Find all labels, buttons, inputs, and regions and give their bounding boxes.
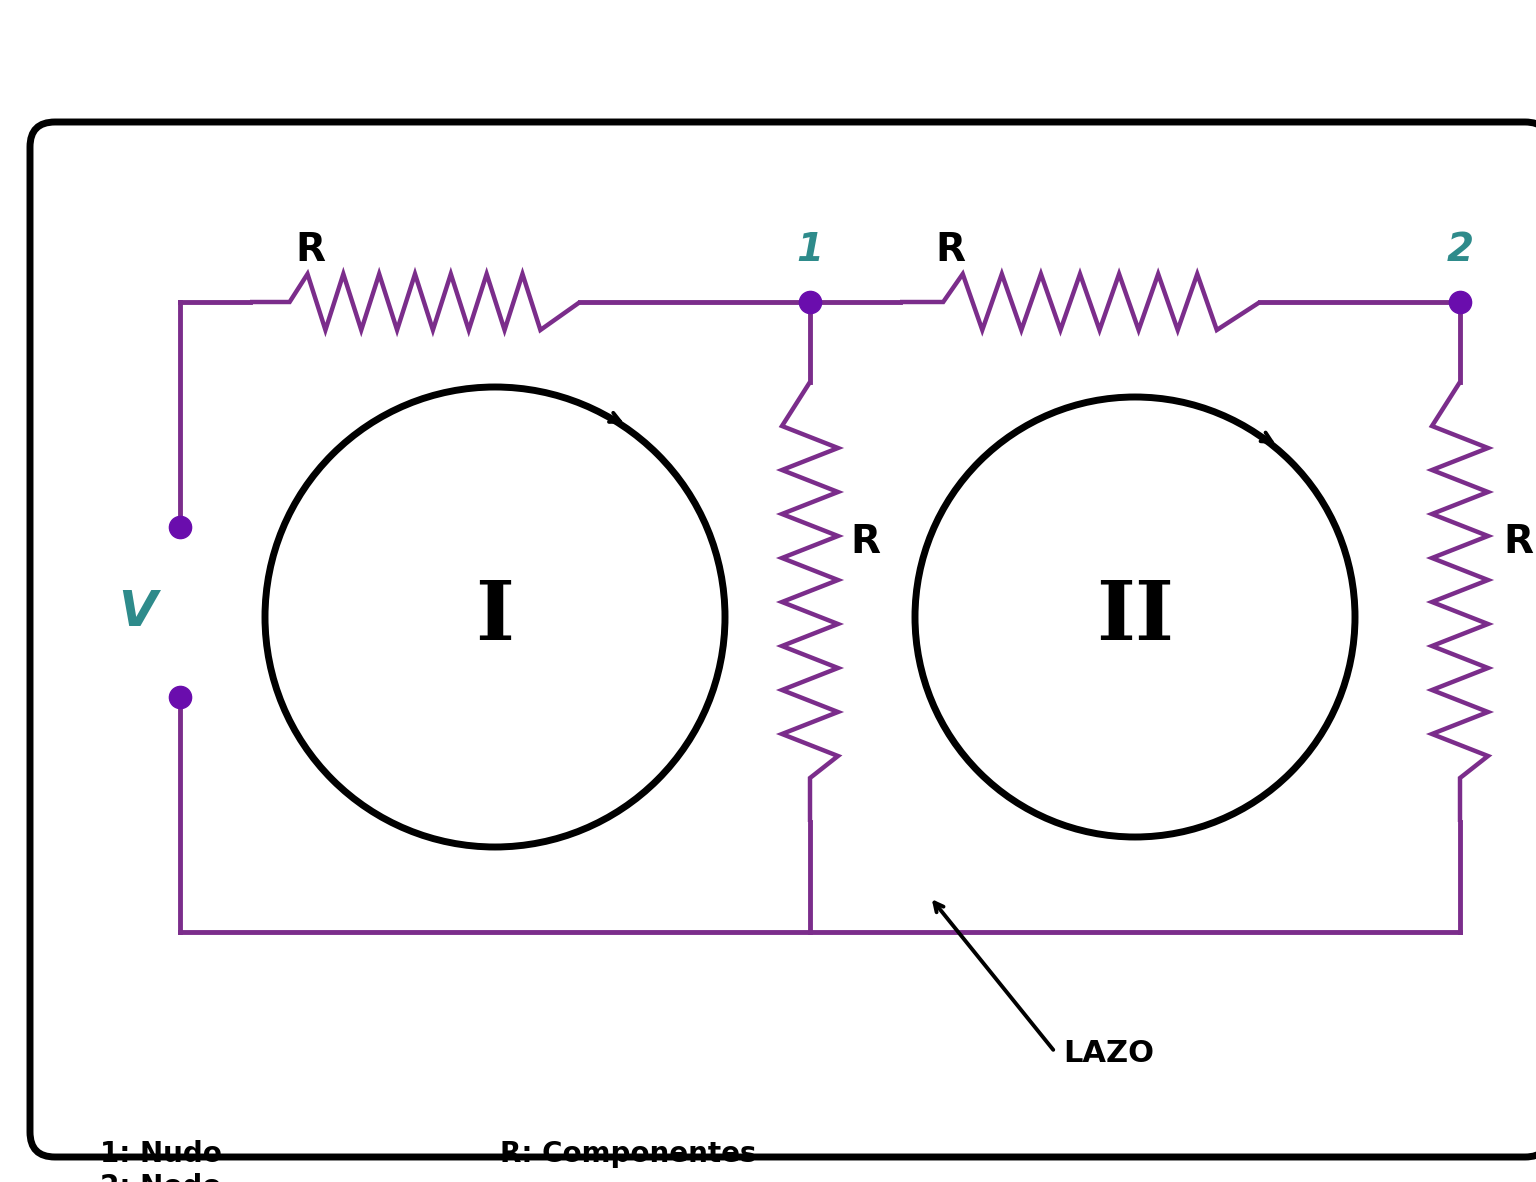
Text: 1: Nudo: 1: Nudo — [100, 1139, 221, 1168]
Text: LAZO: LAZO — [1063, 1039, 1154, 1069]
Text: V: V — [118, 587, 157, 636]
Text: 1: 1 — [797, 230, 823, 269]
Text: II: II — [1097, 577, 1174, 657]
Text: 2: Nodo: 2: Nodo — [100, 1173, 221, 1182]
FancyBboxPatch shape — [31, 122, 1536, 1157]
Text: R: R — [935, 230, 965, 269]
Text: R: R — [849, 522, 880, 561]
Text: R: R — [295, 230, 326, 269]
Text: I: I — [476, 577, 515, 657]
Text: 2: 2 — [1447, 230, 1473, 269]
Text: R: Componentes: R: Componentes — [501, 1139, 757, 1168]
Text: R: R — [1504, 522, 1533, 561]
